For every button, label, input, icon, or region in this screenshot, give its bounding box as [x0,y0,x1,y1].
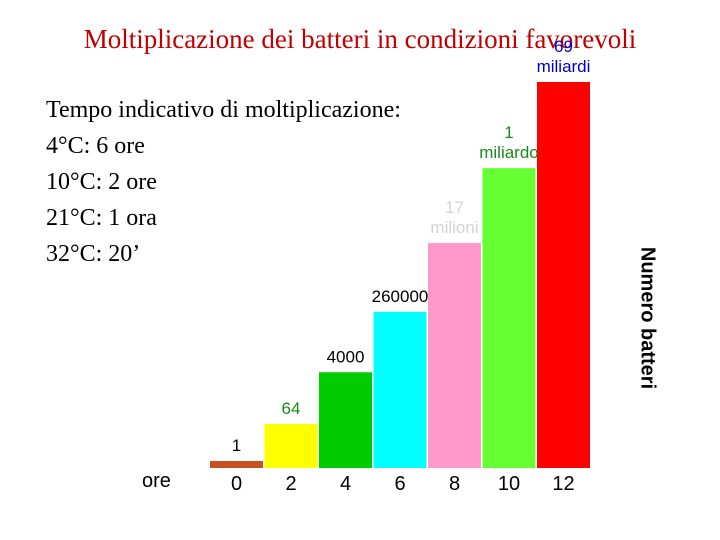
data-label: miliardi [537,57,591,76]
bar-6 [373,311,427,468]
y-axis-label: Numero batteri [636,246,659,390]
info-line: 32°C: 20’ [46,241,141,267]
x-tick-label: 4 [340,473,351,495]
chart-title: Moltiplicazione dei batteri in condizion… [83,24,637,54]
info-line: 4°C: 6 ore [46,133,145,159]
x-tick-label: 12 [552,473,574,495]
info-line: Tempo indicativo di moltiplicazione: [46,97,401,123]
x-tick-label: 0 [231,473,242,495]
data-label: 17 [445,198,464,217]
multiplication-times-text: Tempo indicativo di moltiplicazione: 4°C… [46,92,401,272]
x-axis-label: ore [142,470,171,492]
data-label: 64 [282,399,301,418]
data-label: 1 [504,123,513,142]
data-label: 260000 [372,287,429,306]
bar-2 [264,424,318,468]
data-label: miliardo [479,143,539,162]
x-tick-label: 6 [394,473,405,495]
data-label: 69 [554,37,573,56]
data-label: 4000 [327,347,365,366]
bar-4 [319,372,372,468]
data-label: milioni [430,218,478,237]
bar-12 [537,82,590,468]
x-tick-label: 10 [498,473,520,495]
x-tick-label: 2 [285,473,296,495]
data-label: 1 [232,436,241,455]
bar-8 [428,243,481,468]
info-line: 10°C: 2 ore [46,169,157,195]
bar-10 [482,168,536,468]
x-tick-label: 8 [449,473,460,495]
info-line: 21°C: 1 ora [46,205,157,231]
bar-0 [210,461,263,468]
